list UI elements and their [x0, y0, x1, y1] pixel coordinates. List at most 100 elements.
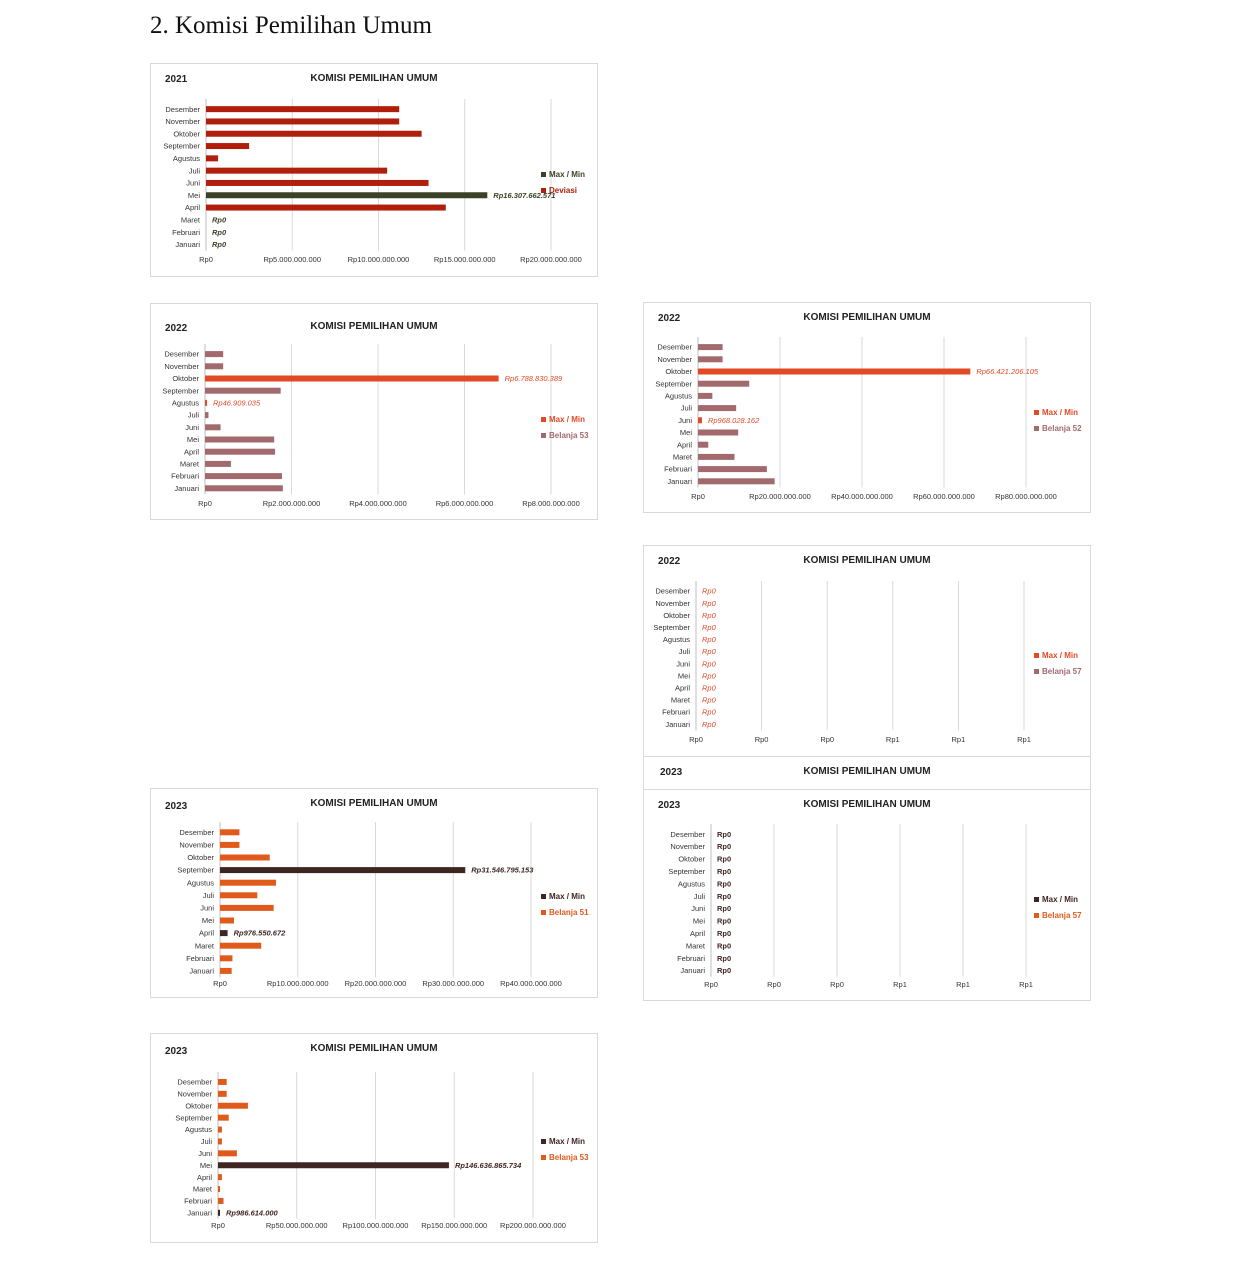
chart-2023-belanja-53: 2023 KOMISI PEMILIHAN UMUM Rp0 Rp50.000.0…: [150, 1033, 598, 1243]
data-label: Rp0: [702, 635, 717, 644]
category-label: Juli: [694, 892, 706, 901]
bar: [698, 441, 709, 448]
bar: [205, 448, 276, 455]
category-label: Maret: [671, 696, 691, 705]
bar: [205, 436, 275, 443]
bar-highlight: [218, 1209, 220, 1216]
category-label: Januari: [665, 720, 690, 729]
chart-year: 2023: [660, 767, 683, 778]
x-tick-label: Rp20.000.000.000: [520, 255, 582, 264]
category-label: April: [690, 929, 705, 938]
chart-2022-belanja-57: 2022 KOMISI PEMILIHAN UMUM Rp0 Rp0 Rp0 Rp1 R…: [643, 545, 1091, 757]
legend-label: Max / Min: [549, 169, 586, 179]
category-label: Oktober: [185, 1101, 212, 1110]
bar: [698, 356, 723, 363]
bar: [205, 424, 221, 431]
chart-2023-header-strip: 2023 KOMISI PEMILIHAN UMUM: [643, 756, 1091, 790]
data-label: Rp986.614.000: [226, 1208, 279, 1217]
legend-label: Max / Min: [1042, 407, 1079, 417]
x-tick-label: Rp15.000.000.000: [434, 255, 496, 264]
bar: [698, 453, 735, 460]
chart-2022-belanja-52: 2022 KOMISI PEMILIHAN UMUM Rp0 Rp20.000.0…: [643, 302, 1091, 513]
bar: [206, 118, 400, 125]
x-tick-label: Rp80.000.000.000: [995, 492, 1057, 501]
category-label: Mei: [200, 1161, 212, 1170]
data-label: Rp0: [717, 892, 731, 901]
category-label: Oktober: [665, 367, 692, 376]
bar-highlight: [220, 867, 466, 874]
chart-svg: Rp0 Rp5.000.000.000 Rp10.000.000.000 Rp15.0…: [163, 99, 582, 264]
legend-swatch: [1034, 668, 1039, 674]
x-tick-label: Rp1: [886, 735, 900, 744]
category-label: Februari: [171, 472, 199, 481]
chart-year: 2023: [165, 801, 188, 812]
x-tick-label: Rp0: [704, 980, 718, 989]
category-label: Agustus: [678, 879, 705, 888]
legend-item: Belanja 51: [541, 904, 589, 920]
data-label: Rp0: [717, 830, 731, 839]
legend-swatch: [541, 416, 546, 422]
chart-title: KOMISI PEMILIHAN UMUM: [310, 1043, 438, 1054]
legend-swatch: [1034, 409, 1039, 415]
category-label: Juli: [201, 1137, 213, 1146]
legend-label: Belanja 52: [1042, 423, 1082, 433]
category-label: Mei: [693, 917, 705, 926]
bar: [220, 854, 270, 861]
category-label: Juni: [200, 904, 214, 913]
bar: [220, 967, 232, 974]
category-label: Januari: [189, 967, 214, 976]
category-label: September: [162, 386, 199, 395]
bar-highlight: [205, 399, 208, 406]
chart-title: KOMISI PEMILIHAN UMUM: [310, 73, 438, 84]
x-tick-label: Rp0: [199, 255, 213, 264]
category-label: April: [197, 1173, 212, 1182]
chart-title: KOMISI PEMILIHAN UMUM: [310, 321, 438, 332]
chart-year: 2023: [165, 1046, 188, 1057]
bar: [220, 841, 240, 848]
data-label: Rp0: [702, 587, 717, 596]
chart-legend: Max / Min Belanja 53: [541, 411, 589, 443]
category-label: Juni: [676, 659, 690, 668]
bar: [698, 380, 750, 387]
chart-2021-deviasi: 2021 KOMISI PEMILIHAN UMUM Rp0 Rp5.000.00…: [150, 63, 598, 277]
legend-item: Max / Min: [541, 166, 585, 182]
bar: [698, 392, 713, 399]
bar: [206, 204, 446, 211]
data-label: Rp0: [702, 708, 717, 717]
data-label: Rp0: [702, 696, 717, 705]
chart-legend: Max / Min Deviasi: [541, 166, 585, 198]
category-label: November: [670, 842, 705, 851]
bar: [698, 478, 775, 485]
data-label: Rp0: [717, 855, 731, 864]
chart-legend: Max / Min Belanja 52: [1034, 404, 1082, 436]
x-tick-label: Rp4.000.000.000: [349, 499, 407, 508]
bar: [206, 143, 250, 150]
category-label: November: [179, 841, 214, 850]
category-label: Juni: [678, 416, 692, 425]
data-label: Rp0: [717, 904, 731, 913]
x-tick-label: Rp100.000.000.000: [343, 1221, 409, 1230]
bar: [205, 460, 231, 467]
x-tick-label: Rp30.000.000.000: [422, 979, 484, 988]
category-label: September: [653, 623, 690, 632]
bar: [220, 879, 276, 886]
x-tick-label: Rp0: [689, 735, 703, 744]
category-label: Maret: [686, 941, 706, 950]
data-label: Rp6.788.830.389: [505, 374, 563, 383]
category-label: Februari: [677, 954, 705, 963]
legend-item: Max / Min: [1034, 404, 1082, 420]
bar: [218, 1114, 229, 1121]
data-label: Rp0: [717, 941, 731, 950]
chart-2023-belanja-57: 2023 KOMISI PEMILIHAN UMUM Rp0 Rp0 Rp0 Rp1 R…: [643, 789, 1091, 1001]
chart-year: 2021: [165, 74, 188, 85]
bar: [206, 130, 422, 137]
x-tick-label: Rp6.000.000.000: [436, 499, 494, 508]
chart-svg: Rp0 Rp10.000.000.000 Rp20.000.000.000 Rp30.…: [177, 822, 562, 988]
x-tick-label: Rp1: [956, 980, 970, 989]
chart-legend: Max / Min Belanja 57: [1034, 891, 1082, 923]
chart-svg: Rp0 Rp50.000.000.000 Rp100.000.000.000 Rp15…: [175, 1072, 566, 1230]
bar: [220, 942, 262, 949]
data-label: Rp0: [702, 720, 717, 729]
data-label: Rp968.028.162: [708, 416, 760, 425]
chart-svg: Rp0 Rp20.000.000.000 Rp40.000.000.000 Rp60.…: [655, 337, 1057, 501]
